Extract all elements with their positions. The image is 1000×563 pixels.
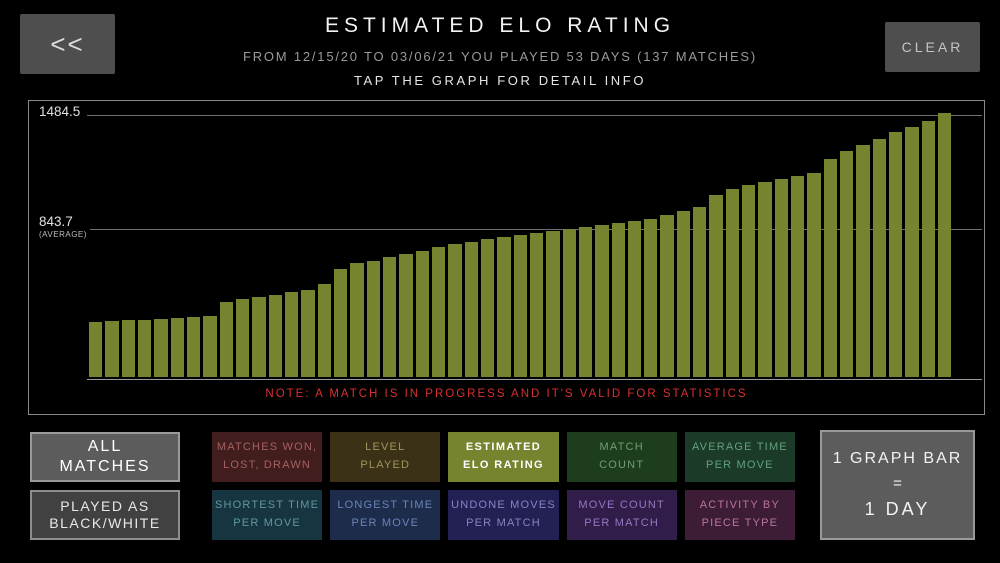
elo-bar[interactable] <box>121 320 135 377</box>
elo-bar[interactable] <box>317 284 331 377</box>
bar-series <box>89 113 952 377</box>
legend-line3: 1 DAY <box>864 499 931 519</box>
elo-bar[interactable] <box>301 290 315 377</box>
elo-bar[interactable] <box>725 189 740 377</box>
elo-bar[interactable] <box>382 257 397 377</box>
elo-bar[interactable] <box>137 320 152 377</box>
elo-bar[interactable] <box>840 151 854 377</box>
all-matches-button[interactable]: ALL MATCHES <box>30 432 180 482</box>
elo-bar[interactable] <box>333 269 348 377</box>
category-button[interactable]: UNDONE MOVES PER MATCH <box>448 490 559 540</box>
category-grid: MATCHES WON, LOST, DRAWN LEVEL PLAYED ESTI… <box>212 432 795 540</box>
elo-bar[interactable] <box>611 223 625 377</box>
tap-hint: TAP THE GRAPH FOR DETAIL INFO <box>353 73 647 88</box>
average-value-label: 843.7 (AVERAGE) <box>36 213 90 240</box>
elo-bar[interactable] <box>448 244 462 377</box>
elo-bar[interactable] <box>644 218 658 377</box>
legend-line1: 1 GRAPH BAR <box>832 450 963 467</box>
elo-bar[interactable] <box>203 316 217 377</box>
elo-bar[interactable] <box>905 127 919 377</box>
category-button[interactable]: ESTIMATED ELO RATING <box>448 432 559 482</box>
elo-bar[interactable] <box>186 317 201 377</box>
elo-bar[interactable] <box>823 159 838 377</box>
x-axis-line <box>87 379 982 380</box>
elo-bar[interactable] <box>791 176 805 377</box>
max-gridline <box>87 115 982 116</box>
elo-bar[interactable] <box>938 113 952 377</box>
back-button[interactable]: << <box>20 14 115 74</box>
elo-bar[interactable] <box>464 242 478 377</box>
header: ESTIMATED ELO RATING FROM 12/15/20 TO 03… <box>120 14 880 88</box>
elo-bar[interactable] <box>219 302 233 377</box>
elo-bar[interactable] <box>235 298 250 377</box>
elo-bar[interactable] <box>546 231 560 377</box>
elo-bar[interactable] <box>921 120 936 377</box>
elo-bar[interactable] <box>513 234 527 377</box>
elo-bar[interactable] <box>758 181 772 377</box>
elo-bar[interactable] <box>742 184 756 377</box>
elo-bar[interactable] <box>366 261 380 377</box>
elo-bar[interactable] <box>774 178 789 377</box>
elo-bar[interactable] <box>872 138 887 377</box>
category-button[interactable]: LEVEL PLAYED <box>330 432 441 482</box>
elo-bar[interactable] <box>856 144 870 377</box>
played-as-button[interactable]: PLAYED AS BLACK/WHITE <box>30 490 180 540</box>
elo-bar[interactable] <box>89 322 103 377</box>
elo-bar[interactable] <box>105 321 119 377</box>
elo-bar[interactable] <box>807 173 821 377</box>
elo-bar[interactable] <box>693 207 707 377</box>
elo-bar[interactable] <box>284 292 299 377</box>
average-number: 843.7 <box>39 214 73 229</box>
category-button[interactable]: ACTIVITY BY PIECE TYPE <box>684 490 795 540</box>
elo-bar[interactable] <box>350 263 364 377</box>
elo-chart[interactable]: 1484.5 843.7 (AVERAGE) NOTE: A MATCH IS … <box>28 100 985 415</box>
elo-bar[interactable] <box>889 131 903 377</box>
elo-bar[interactable] <box>660 215 674 377</box>
elo-bar[interactable] <box>595 224 609 377</box>
elo-bar[interactable] <box>627 221 642 377</box>
elo-bar[interactable] <box>399 253 413 377</box>
legend-equals: = <box>893 475 902 492</box>
elo-bar[interactable] <box>676 210 691 377</box>
average-caption: (AVERAGE) <box>39 229 87 239</box>
elo-bar[interactable] <box>268 295 282 377</box>
elo-bar[interactable] <box>497 237 511 377</box>
elo-bar[interactable] <box>578 226 593 377</box>
elo-bar[interactable] <box>480 239 495 377</box>
graph-bar-legend: 1 GRAPH BAR = 1 DAY <box>820 430 975 540</box>
date-range-summary: FROM 12/15/20 TO 03/06/21 YOU PLAYED 53 … <box>242 49 758 64</box>
elo-bar[interactable] <box>170 318 184 377</box>
category-button[interactable]: SHORTEST TIME PER MOVE <box>212 490 323 540</box>
elo-bar[interactable] <box>529 233 544 377</box>
max-value-label: 1484.5 <box>36 103 84 121</box>
category-button[interactable]: AVERAGE TIME PER MOVE <box>684 432 795 482</box>
category-button[interactable]: LONGEST TIME PER MOVE <box>330 490 441 540</box>
elo-bar[interactable] <box>415 250 429 377</box>
average-gridline <box>87 229 982 230</box>
category-button[interactable]: MATCH COUNT <box>566 432 677 482</box>
category-button[interactable]: MOVE COUNT PER MATCH <box>566 490 677 540</box>
elo-bar[interactable] <box>154 319 168 377</box>
elo-bar[interactable] <box>431 247 446 377</box>
page-title: ESTIMATED ELO RATING <box>324 14 676 37</box>
clear-button[interactable]: CLEAR <box>885 22 980 72</box>
elo-bar[interactable] <box>709 194 723 377</box>
filter-column: ALL MATCHES PLAYED AS BLACK/WHITE <box>30 432 180 540</box>
elo-bar[interactable] <box>562 229 576 377</box>
category-button[interactable]: MATCHES WON, LOST, DRAWN <box>212 432 323 482</box>
progress-note: NOTE: A MATCH IS IN PROGRESS AND IT'S VA… <box>265 388 748 400</box>
elo-bar[interactable] <box>252 297 266 377</box>
